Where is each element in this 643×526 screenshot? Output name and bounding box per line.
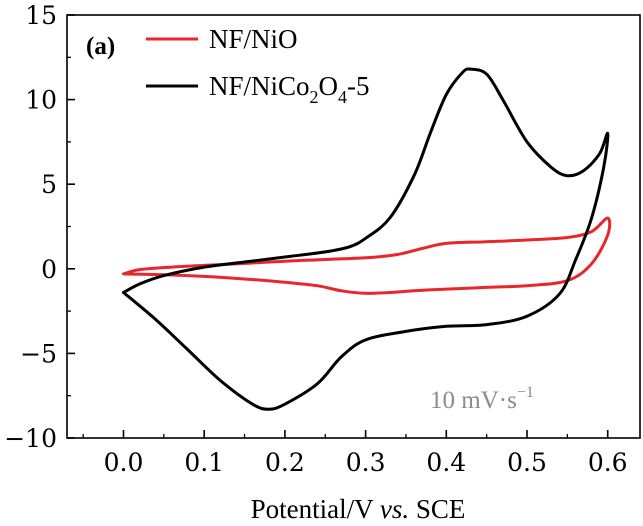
y-tick-label: 10 <box>25 86 57 115</box>
x-axis-title-prefix: Potential/V <box>251 494 380 524</box>
x-axis-title: Potential/V vs. SCE <box>251 494 466 524</box>
series-line-nf-nico2o4-5 <box>122 67 610 411</box>
x-axis-title-italic: vs. <box>380 494 409 524</box>
x-tick-label: 0.4 <box>426 448 466 477</box>
x-tick-label: 0.1 <box>184 448 224 477</box>
y-tick-label: 0 <box>41 255 57 284</box>
x-tick-label: 0.3 <box>346 448 386 477</box>
scan-rate-sup: −1 <box>517 384 534 401</box>
y-tick-label: −10 <box>4 424 57 453</box>
y-tick-label: 15 <box>25 1 57 30</box>
legend-label: NF/NiCo2O4-5 <box>209 71 370 107</box>
series-group <box>122 67 612 411</box>
x-tick-label: 0.0 <box>104 448 144 477</box>
x-tick-label: 0.5 <box>507 448 547 477</box>
x-tick-label: 0.6 <box>588 448 628 477</box>
legend-label: NF/NiO <box>209 24 298 54</box>
legend: NF/NiO NF/NiCo2O4-5 <box>146 24 370 107</box>
series-line-nf-nio <box>122 216 612 295</box>
scan-rate-base: 10 mV·s <box>430 387 517 414</box>
x-tick-label: 0.2 <box>265 448 305 477</box>
axes: 0.0 0.1 0.2 0.3 0.4 0.5 0.6 −10 −5 0 5 10 15 <box>4 1 641 477</box>
panel-label: (a) <box>86 33 115 60</box>
scan-rate-annotation: 10 mV·s−1 <box>430 384 534 414</box>
x-axis-title-suffix: SCE <box>409 494 465 524</box>
y-tick-label: 5 <box>41 170 57 199</box>
y-tick-label: −5 <box>20 339 57 368</box>
